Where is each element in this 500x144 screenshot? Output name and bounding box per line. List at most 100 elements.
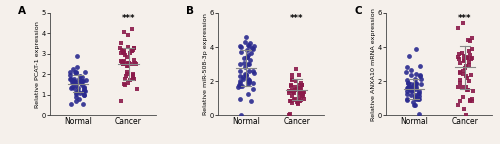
Point [77,82,85,84]
Point [403,79,411,81]
Point [466,50,473,52]
Point [459,22,467,24]
Point [242,74,250,77]
Point [467,74,475,76]
Point [299,91,307,93]
Text: C: C [354,6,362,16]
Point [120,50,128,53]
Point [460,108,468,110]
Point [468,99,476,102]
Point [236,75,244,77]
Point [286,99,294,102]
Point [416,78,424,80]
Point [238,85,246,87]
Point [412,83,420,85]
Point [243,49,251,51]
Point [411,94,419,97]
Point [287,84,295,87]
Point [456,82,464,84]
Y-axis label: Relative PCAT-1 expression: Relative PCAT-1 expression [35,21,40,108]
Point [78,76,86,78]
Point [121,62,129,65]
Point [458,72,466,75]
Point [244,63,252,65]
Text: B: B [186,6,194,16]
Point [72,93,80,95]
Point [124,62,132,64]
Point [464,39,472,41]
Point [403,98,411,100]
Point [78,80,86,82]
Point [410,84,418,86]
Point [404,86,411,88]
Point [412,82,420,84]
Point [132,63,140,65]
Point [71,71,79,73]
Point [249,88,257,90]
Point [285,114,293,116]
Point [299,93,307,95]
Point [245,78,253,81]
Point [236,98,244,101]
Point [75,78,83,80]
Point [122,56,130,58]
Point [69,82,77,85]
Point [236,84,244,87]
Point [402,87,410,89]
Point [412,73,420,75]
Point [404,82,411,84]
Point [296,97,304,100]
Point [416,74,424,77]
Point [128,73,136,76]
Point [116,42,124,44]
Point [241,66,249,68]
Point [80,88,88,91]
Point [68,80,76,83]
Point [236,62,244,65]
Point [288,79,296,81]
Point [468,90,476,92]
Point [76,75,84,77]
Point [124,73,132,75]
Point [240,77,248,80]
Point [244,63,252,66]
Point [82,79,90,81]
Point [456,61,464,64]
Point [468,98,475,101]
Point [414,92,422,95]
Point [244,44,252,46]
Point [415,98,423,101]
Point [246,42,254,44]
Point [294,102,302,104]
Point [118,60,126,63]
Point [462,67,469,69]
Point [78,80,86,82]
Point [289,90,297,93]
Point [293,88,301,90]
Point [66,74,74,76]
Point [72,72,80,74]
Point [130,59,138,61]
Point [412,98,420,100]
Point [412,88,420,90]
Point [455,58,463,60]
Point [408,90,416,92]
Point [80,103,88,105]
Point [66,70,74,73]
Point [410,89,418,91]
Point [118,49,126,51]
Point [460,55,468,57]
Point [464,57,471,59]
Point [66,103,74,105]
Point [300,97,308,100]
Point [456,79,464,82]
Point [240,62,248,64]
Point [120,60,128,62]
Point [74,66,82,68]
Point [249,70,257,72]
Point [130,62,138,64]
Point [296,90,304,93]
Point [245,70,253,72]
Point [404,65,411,68]
Point [466,79,473,82]
